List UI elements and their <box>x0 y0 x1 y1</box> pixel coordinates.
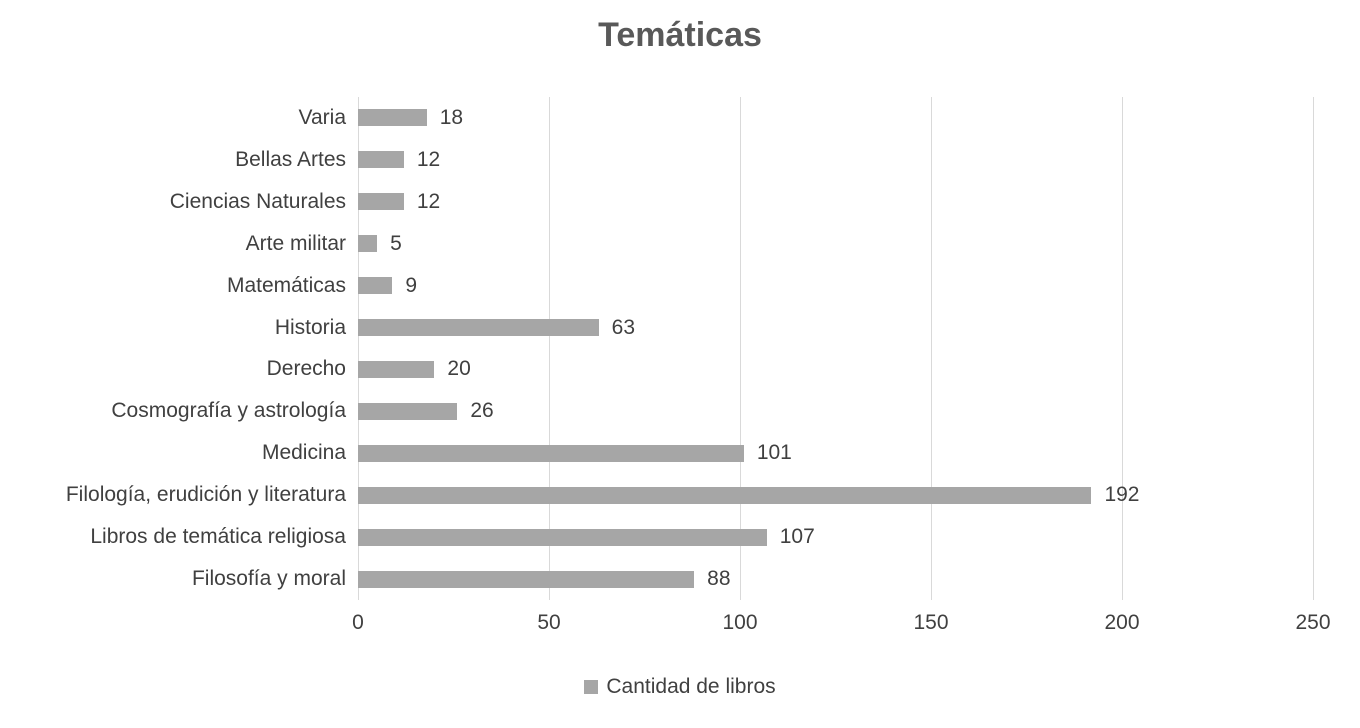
category-label: Libros de temática religiosa <box>90 525 346 549</box>
tick-label: 100 <box>722 611 758 634</box>
tick-label: 250 <box>1295 611 1331 634</box>
value-label: 20 <box>447 357 471 381</box>
category-label: Matemáticas <box>226 273 346 297</box>
bar <box>358 486 1092 504</box>
bar-row: 26 <box>358 390 1313 432</box>
category-label: Filosofía y moral <box>191 567 346 591</box>
value-label: 101 <box>756 441 792 465</box>
gridline <box>740 97 741 600</box>
bar-row: 101 <box>358 432 1313 474</box>
value-label: 88 <box>707 567 731 591</box>
value-label: 12 <box>416 189 441 213</box>
bar <box>358 319 599 337</box>
legend-swatch-icon <box>584 680 599 694</box>
value-label: 63 <box>611 315 636 339</box>
category-label: Varia <box>298 105 346 129</box>
category-label: Arte militar <box>245 231 346 255</box>
tick-label: 50 <box>537 611 561 634</box>
category-label: Bellas Artes <box>235 147 346 171</box>
legend-label: Cantidad de libros <box>606 675 776 698</box>
tick-label: 0 <box>352 611 364 634</box>
bar <box>358 235 378 253</box>
bar <box>358 570 695 588</box>
bar-row: 88 <box>358 558 1313 600</box>
value-label: 26 <box>470 399 494 423</box>
bar-row: 12 <box>358 139 1313 181</box>
bar <box>358 151 404 169</box>
category-label: Filología, erudición y literatura <box>65 483 346 507</box>
plot-area: 18 12 12 5 9 63 20 26 101 192 107 88 <box>358 97 1314 600</box>
gridline <box>1313 97 1314 600</box>
gridline <box>1122 97 1123 600</box>
category-label: Medicina <box>261 441 346 465</box>
bar <box>358 528 767 546</box>
tick-label: 200 <box>1104 611 1140 634</box>
value-label: 12 <box>416 147 441 171</box>
value-label: 107 <box>779 525 815 549</box>
bar-row: 5 <box>358 223 1313 265</box>
bar <box>358 109 427 127</box>
bar <box>358 402 458 420</box>
legend: Cantidad de libros <box>0 675 1360 699</box>
bar-row: 192 <box>358 474 1313 516</box>
gridline <box>931 97 932 600</box>
gridline <box>358 97 359 600</box>
gridline <box>549 97 550 600</box>
category-axis-labels: Varia Bellas Artes Ciencias Naturales Arte … <box>0 97 346 600</box>
value-label: 192 <box>1104 483 1140 507</box>
chart-title: Temáticas <box>598 16 762 54</box>
category-label: Cosmografía y astrología <box>111 399 346 423</box>
bar-row: 107 <box>358 516 1313 558</box>
bar-row: 18 <box>358 97 1313 139</box>
tick-label: 150 <box>913 611 949 634</box>
value-axis-labels: 0 50 100 150 200 250 <box>352 611 1330 639</box>
bars: 18 12 12 5 9 63 20 26 101 192 107 88 <box>358 97 1313 600</box>
bar-row: 63 <box>358 307 1313 349</box>
bar-row: 20 <box>358 349 1313 391</box>
category-label: Historia <box>274 315 346 339</box>
bar-row: 9 <box>358 265 1313 307</box>
value-label: 18 <box>439 105 464 129</box>
bar <box>358 444 744 462</box>
value-label: 9 <box>405 273 418 297</box>
category-label: Ciencias Naturales <box>169 189 346 213</box>
bar <box>358 277 393 295</box>
bar <box>358 193 404 211</box>
category-label: Derecho <box>266 357 346 381</box>
value-label: 5 <box>390 231 402 255</box>
bar <box>358 360 435 378</box>
bar-row: 12 <box>358 181 1313 223</box>
